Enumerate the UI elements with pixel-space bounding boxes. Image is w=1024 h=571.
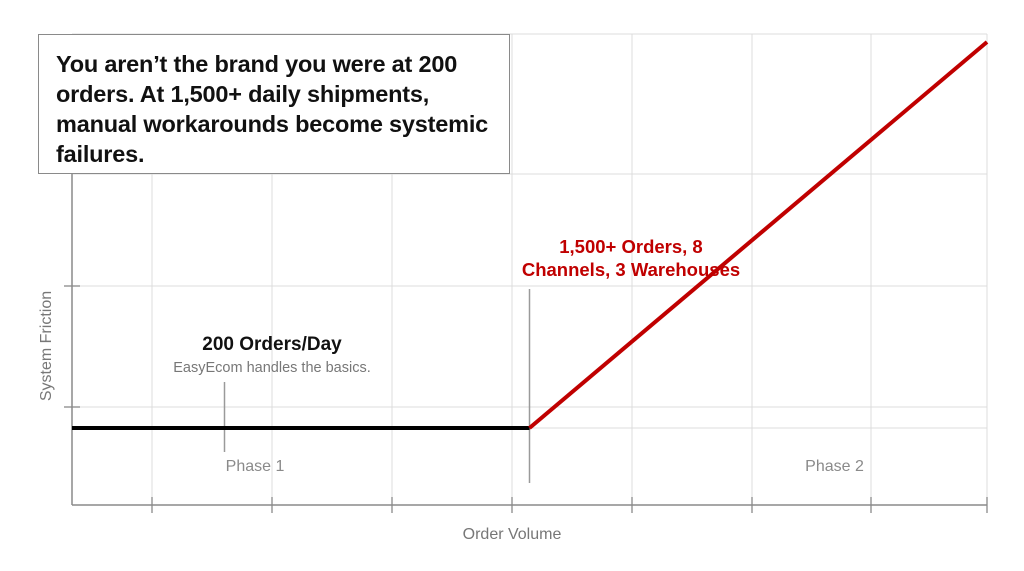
callout-text: You aren’t the brand you were at 200 ord… <box>56 51 489 167</box>
annotation-200-title: 200 Orders/Day <box>202 334 342 355</box>
chart-labels: Order Volume System Friction Phase 1 Phase … <box>38 236 864 543</box>
phase-label-2: Phase 2 <box>805 458 864 475</box>
axes <box>64 174 988 513</box>
x-axis-label: Order Volume <box>463 526 562 543</box>
phase-label-1: Phase 1 <box>226 458 285 475</box>
series-line-phase-2 <box>528 40 989 430</box>
series-lines <box>72 40 989 430</box>
annotation-1500-title: 1,500+ Orders, 8 Channels, 3 Warehouses <box>522 236 740 280</box>
y-axis-label: System Friction <box>38 291 55 401</box>
callout-box: You aren’t the brand you were at 200 ord… <box>38 34 510 174</box>
annotation-1500-line: 1,500+ Orders, 8 <box>559 236 702 257</box>
annotation-1500-line: Channels, 3 Warehouses <box>522 259 740 280</box>
annotation-200-subtitle: EasyEcom handles the basics. <box>173 360 370 376</box>
annotation-guides <box>223 289 531 483</box>
